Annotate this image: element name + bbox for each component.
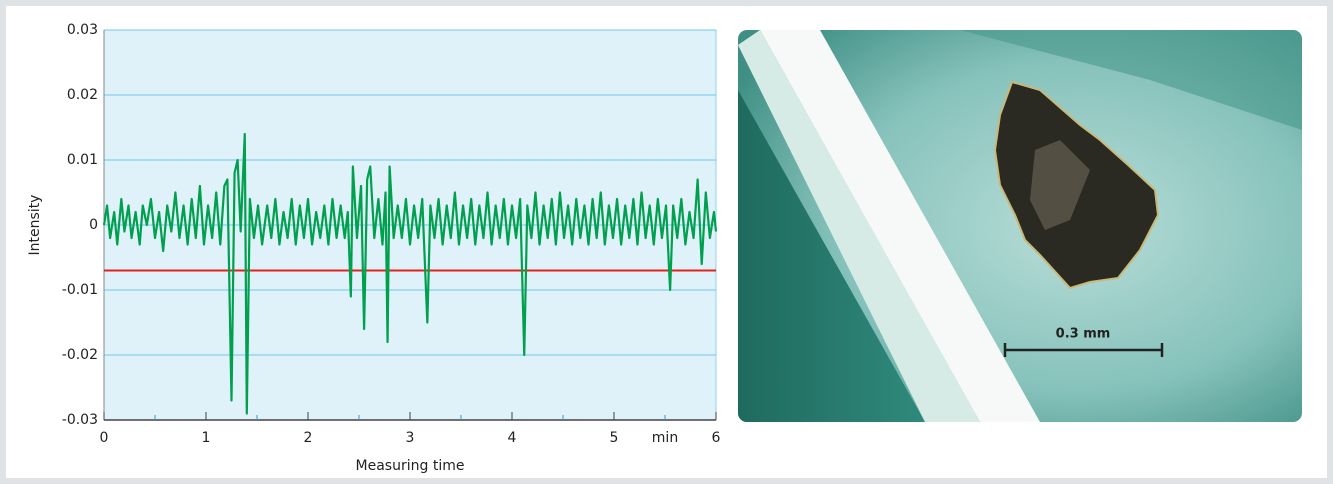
x-tick-label: 6 bbox=[712, 430, 721, 446]
x-unit-label: min bbox=[652, 430, 678, 446]
x-tick-label: 5 bbox=[610, 430, 619, 446]
x-tick-label: 2 bbox=[304, 430, 313, 446]
micrograph: 0.3 mm bbox=[738, 30, 1302, 422]
scale-bar-label: 0.3 mm bbox=[1056, 327, 1111, 342]
x-axis-label: Measuring time bbox=[356, 458, 465, 474]
x-tick-label: 3 bbox=[406, 430, 415, 446]
x-tick-label: 0 bbox=[100, 430, 109, 446]
y-tick-label: 0.01 bbox=[67, 152, 98, 168]
y-tick-label: -0.01 bbox=[62, 282, 98, 298]
y-tick-label: -0.03 bbox=[62, 412, 98, 428]
signal-line bbox=[102, 132, 718, 415]
y-tick-label: 0.02 bbox=[67, 87, 98, 103]
x-tick-label: 4 bbox=[508, 430, 517, 446]
x-tick-label: 1 bbox=[202, 430, 211, 446]
y-tick-label: -0.02 bbox=[62, 347, 98, 363]
y-tick-label: 0.03 bbox=[67, 22, 98, 38]
y-axis-label: Intensity bbox=[27, 195, 43, 256]
y-tick-label: 0 bbox=[89, 217, 98, 233]
